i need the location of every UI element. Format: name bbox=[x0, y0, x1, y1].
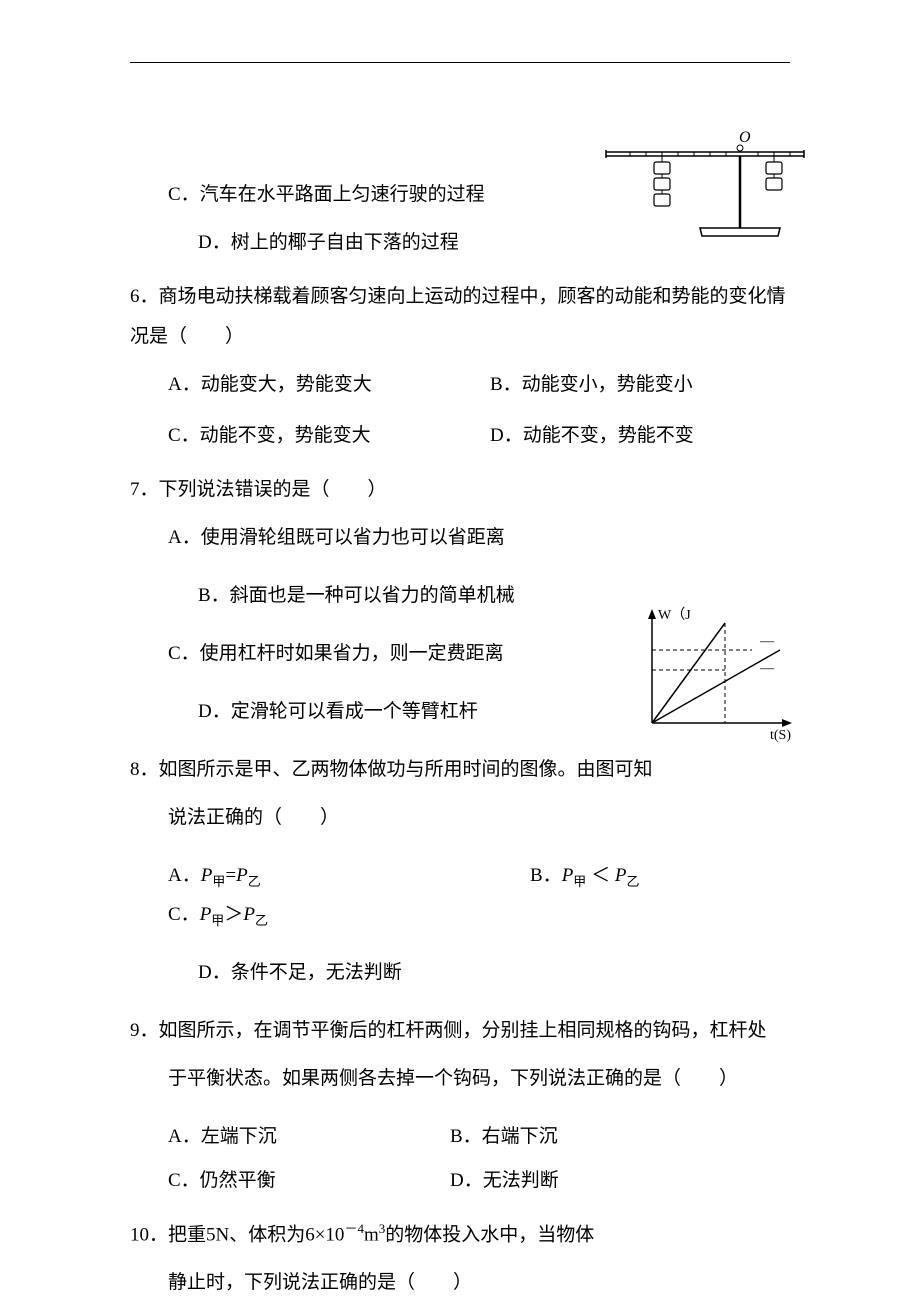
q9-stem1: 9．如图所示，在调节平衡后的杠杆两侧，分别挂上相同规格的钩码，杠杆处 bbox=[130, 1011, 790, 1051]
q8-option-d: D．条件不足，无法判断 bbox=[130, 953, 790, 993]
q8-stem1: 8．如图所示是甲、乙两物体做功与所用时间的图像。由图可知 bbox=[130, 750, 790, 790]
balance-lever-diagram: O bbox=[600, 130, 810, 240]
q6-option-a: A．动能变大，势能变大 bbox=[130, 365, 490, 405]
q10-stem2: 静止时，下列说法正确的是（ ） bbox=[130, 1263, 790, 1303]
q8-option-b: B．P甲 ＜ P乙 bbox=[530, 856, 639, 896]
q6-option-c: C．动能不变，势能变大 bbox=[130, 416, 490, 456]
q8: 8．如图所示是甲、乙两物体做功与所用时间的图像。由图可知 说法正确的（ ） A．… bbox=[130, 750, 790, 993]
q8-option-c: C．P甲＞P乙 bbox=[130, 895, 790, 935]
line2-tick: — bbox=[759, 661, 775, 676]
q9-option-a: A．左端下沉 bbox=[130, 1117, 450, 1157]
y-axis-label: W（J bbox=[658, 607, 691, 623]
q9-option-c: C．仍然平衡 bbox=[130, 1161, 450, 1201]
horizontal-rule bbox=[130, 62, 790, 63]
pivot-label: O bbox=[739, 130, 751, 146]
q10: 10．把重5N、体积为6×10－4m3的物体投入水中，当物体 静止时，下列说法正… bbox=[130, 1215, 790, 1303]
work-time-chart: W（J t(S) — — bbox=[630, 605, 800, 745]
q6-stem: 6．商场电动扶梯载着顾客匀速向上运动的过程中，顾客的动能和势能的变化情况是（ ） bbox=[130, 277, 790, 357]
x-axis-label: t(S) bbox=[770, 728, 791, 743]
q9-option-b: B．右端下沉 bbox=[450, 1117, 558, 1157]
q8-stem2: 说法正确的（ ） bbox=[130, 798, 790, 838]
line1-tick: — bbox=[759, 634, 775, 649]
q9: 9．如图所示，在调节平衡后的杠杆两侧，分别挂上相同规格的钩码，杠杆处 于平衡状态… bbox=[130, 1011, 790, 1201]
q9-stem2: 于平衡状态。如果两侧各去掉一个钩码，下列说法正确的是（ ） bbox=[130, 1059, 790, 1099]
q10-stem1: 10．把重5N、体积为6×10－4m3的物体投入水中，当物体 bbox=[130, 1215, 790, 1255]
q7-stem: 7．下列说法错误的是（ ） bbox=[130, 470, 790, 510]
q7-option-a: A．使用滑轮组既可以省力也可以省距离 bbox=[130, 518, 790, 558]
q8-option-a: A．P甲=P乙 bbox=[130, 856, 530, 896]
q6-option-b: B．动能变小，势能变小 bbox=[490, 365, 693, 405]
q6: 6．商场电动扶梯载着顾客匀速向上运动的过程中，顾客的动能和势能的变化情况是（ ）… bbox=[130, 277, 790, 457]
q6-option-d: D．动能不变，势能不变 bbox=[490, 416, 694, 456]
q9-option-d: D．无法判断 bbox=[450, 1161, 559, 1201]
